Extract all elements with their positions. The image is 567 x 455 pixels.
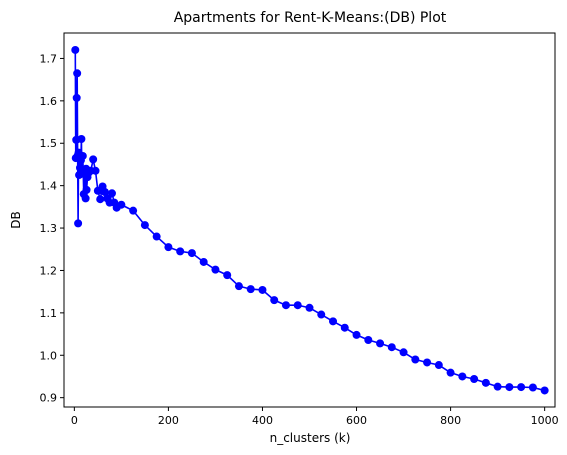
data-point <box>89 155 98 164</box>
data-point <box>528 383 537 392</box>
x-tick-label: 400 <box>252 414 273 427</box>
y-tick-label: 1.6 <box>40 95 58 108</box>
data-point <box>73 69 82 78</box>
data-point <box>77 135 86 144</box>
x-axis: 0 200 400 600 800 1000 <box>71 407 559 427</box>
data-point <box>434 361 443 370</box>
data-point <box>340 323 349 332</box>
data-point <box>223 271 232 280</box>
data-point <box>540 386 549 395</box>
data-point <box>329 317 338 326</box>
chart-title: Apartments for Rent-K-Means:(DB) Plot <box>174 10 447 26</box>
data-point <box>293 301 302 310</box>
data-point <box>258 285 267 294</box>
data-point <box>270 296 279 305</box>
x-tick-label: 800 <box>440 414 461 427</box>
data-point <box>187 249 196 258</box>
data-point <box>100 188 109 197</box>
data-point <box>317 310 326 319</box>
data-point <box>78 151 87 160</box>
y-tick-label: 1.5 <box>40 137 58 150</box>
data-point <box>234 282 243 291</box>
y-tick-label: 0.9 <box>40 392 58 405</box>
data-point <box>364 336 373 344</box>
data-point <box>352 330 361 339</box>
data-point <box>74 219 83 228</box>
data-point <box>246 285 255 294</box>
y-tick-label: 1.1 <box>40 307 58 320</box>
data-point <box>72 93 81 102</box>
data-point <box>71 45 80 54</box>
y-tick-label: 1.2 <box>40 264 58 277</box>
x-tick-label: 200 <box>158 414 179 427</box>
data-point <box>211 265 220 274</box>
data-point <box>470 375 479 384</box>
x-tick-label: 1000 <box>531 414 559 427</box>
x-tick-label: 600 <box>346 414 367 427</box>
data-point <box>140 221 149 230</box>
data-point <box>281 301 290 310</box>
data-point <box>481 378 490 387</box>
data-point <box>176 247 185 256</box>
plot-frame <box>63 32 556 408</box>
y-tick-label: 1.4 <box>40 180 58 193</box>
data-point <box>129 206 138 215</box>
data-point <box>96 195 105 204</box>
data-point <box>411 355 420 364</box>
y-axis: 0.9 1.0 1.1 1.2 1.3 1.4 1.5 1.6 1.7 <box>40 52 64 405</box>
data-point <box>199 257 208 266</box>
data-point <box>423 358 432 367</box>
data-point <box>517 383 526 392</box>
y-tick-label: 1.0 <box>40 349 58 362</box>
data-point <box>107 189 116 198</box>
data-point <box>152 232 161 241</box>
data-point <box>81 194 90 203</box>
y-axis-label: DB <box>9 211 23 228</box>
data-point <box>91 166 100 175</box>
data-point <box>387 343 396 352</box>
data-point <box>446 368 455 377</box>
data-point <box>493 382 502 391</box>
data-point <box>399 348 408 357</box>
data-point <box>164 243 173 252</box>
data-point <box>117 200 126 209</box>
data-point <box>82 185 91 194</box>
x-axis-label: n_clusters (k) <box>270 431 351 445</box>
y-tick-label: 1.3 <box>40 222 58 235</box>
data-point <box>505 383 514 392</box>
plot-area <box>71 45 549 395</box>
x-tick-label: 0 <box>71 414 78 427</box>
data-point <box>458 372 467 381</box>
data-point <box>305 303 314 312</box>
data-point <box>376 339 385 348</box>
y-tick-label: 1.7 <box>40 52 58 65</box>
